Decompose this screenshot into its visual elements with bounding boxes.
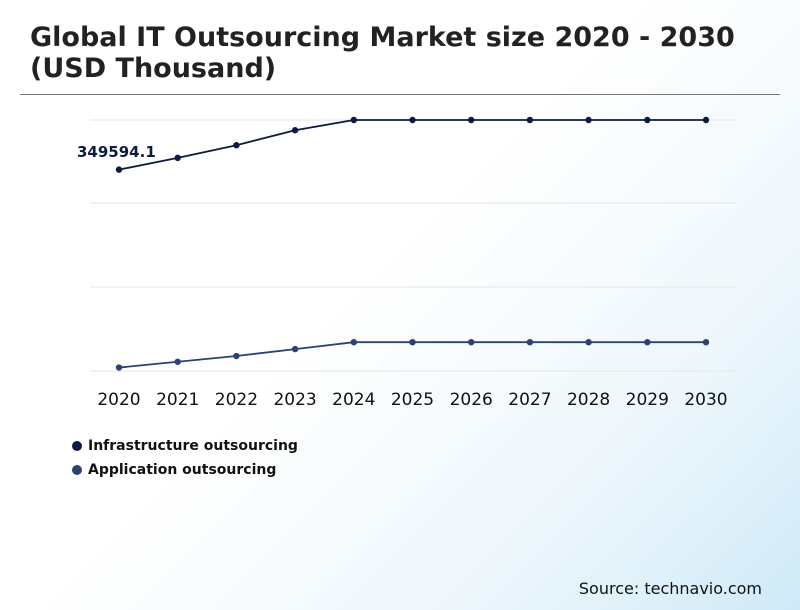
data-point[interactable] xyxy=(702,339,710,346)
x-tick-label: 2025 xyxy=(391,390,434,410)
data-point[interactable] xyxy=(233,142,240,149)
legend: Infrastructure outsourcing Application o… xyxy=(72,434,298,482)
data-point[interactable] xyxy=(526,116,534,124)
series-layer xyxy=(115,116,710,371)
source-credit: Source: technavio.com xyxy=(578,579,762,598)
legend-item-infrastructure[interactable]: Infrastructure outsourcing xyxy=(72,434,298,458)
gridlines xyxy=(90,119,736,372)
data-point[interactable] xyxy=(115,364,123,371)
data-point[interactable] xyxy=(585,116,592,124)
x-tick-label: 2030 xyxy=(684,390,727,410)
x-tick-label: 2027 xyxy=(508,390,551,410)
x-tick-label: 2022 xyxy=(215,390,258,410)
data-point[interactable] xyxy=(644,116,651,124)
x-tick-label: 2023 xyxy=(273,390,316,410)
x-tick-label: 2021 xyxy=(156,390,199,410)
x-tick-label: 2028 xyxy=(567,390,610,410)
x-tick-label: 2029 xyxy=(626,390,669,410)
data-point[interactable] xyxy=(409,339,416,346)
data-point[interactable] xyxy=(115,166,123,173)
legend-marker-application xyxy=(72,465,82,475)
legend-item-application[interactable]: Application outsourcing xyxy=(72,458,298,482)
title-divider xyxy=(20,94,780,95)
line-chart: 2020 2021 2022 2023 2024 2025 2026 2027 2028 2029… xyxy=(77,116,736,410)
legend-label-infrastructure: Infrastructure outsourcing xyxy=(88,438,298,454)
data-point[interactable] xyxy=(409,116,416,124)
x-tick-label: 2020 xyxy=(97,390,140,410)
legend-marker-infrastructure xyxy=(72,441,82,451)
data-point[interactable] xyxy=(233,352,240,360)
data-label: 349594.1 xyxy=(77,143,156,161)
data-point[interactable] xyxy=(350,339,357,346)
data-point[interactable] xyxy=(291,345,299,353)
data-point[interactable] xyxy=(702,116,710,124)
legend-label-application: Application outsourcing xyxy=(88,462,277,478)
annotations: 349594.1 xyxy=(77,143,156,161)
data-point[interactable] xyxy=(644,339,651,346)
data-point[interactable] xyxy=(350,116,357,124)
data-point[interactable] xyxy=(291,127,299,134)
series-line-application xyxy=(118,341,706,369)
data-point[interactable] xyxy=(585,339,592,346)
x-tick-label: 2024 xyxy=(332,390,375,410)
data-point[interactable] xyxy=(174,154,181,162)
x-tick-label: 2026 xyxy=(450,390,493,410)
x-axis-ticks: 2020 2021 2022 2023 2024 2025 2026 2027 2028 2029… xyxy=(97,390,727,410)
data-point[interactable] xyxy=(526,339,534,346)
data-point[interactable] xyxy=(174,358,181,365)
data-point[interactable] xyxy=(468,339,475,346)
series-line-infrastructure xyxy=(118,119,706,171)
data-point[interactable] xyxy=(468,116,475,124)
chart-title: Global IT Outsourcing Market size 2020 -… xyxy=(30,22,735,84)
